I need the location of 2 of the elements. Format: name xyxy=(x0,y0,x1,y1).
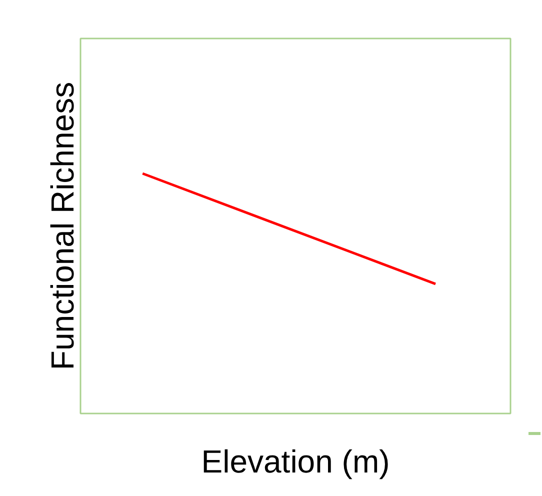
y-axis-title: Functional Richness xyxy=(44,82,80,370)
x-axis-title: Elevation (m) xyxy=(201,444,390,480)
